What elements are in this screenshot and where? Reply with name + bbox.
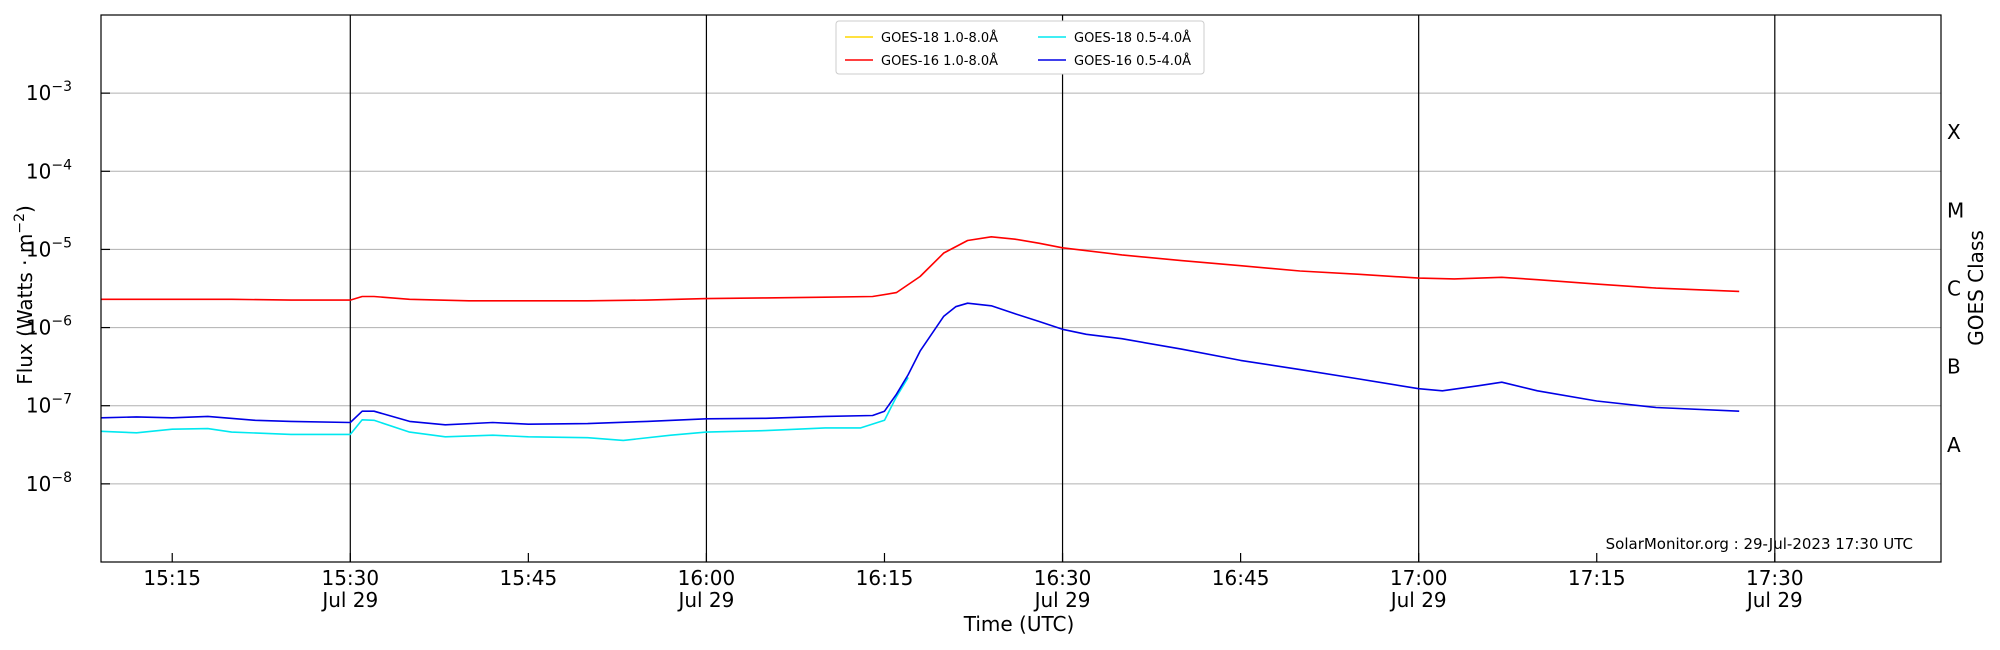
x-tick-date-label: Jul 29: [1033, 588, 1091, 612]
x-tick-date-label: Jul 29: [1745, 588, 1803, 612]
goes-class-labels: X M C B A: [1947, 120, 1964, 457]
series-line: [100, 376, 909, 442]
x-tick-label: 17:00: [1390, 566, 1448, 590]
legend-label: GOES-16 1.0-8.0Å: [881, 53, 998, 69]
x-tick-date-label: Jul 29: [1389, 588, 1447, 612]
series-line: [101, 236, 1740, 302]
y-axis-title-end: ): [13, 205, 37, 213]
source-annotation: SolarMonitor.org : 29-Jul-2023 17:30 UTC: [1606, 535, 1913, 553]
y-axis-title-main: Flux (Watts · m: [13, 234, 37, 385]
x-tick-date-label: Jul 29: [320, 588, 378, 612]
x-axis-title: Time (UTC): [963, 612, 1075, 636]
legend-label: GOES-18 0.5-4.0Å: [1074, 30, 1191, 46]
x-tick-label: 17:30: [1746, 566, 1804, 590]
goes-class-label: A: [1947, 433, 1961, 457]
y-tick-label: 10−7: [26, 392, 72, 418]
x-tick-label: 15:45: [500, 566, 558, 590]
grid-lines: [101, 92, 1941, 485]
y-tick-label: 10−6: [26, 314, 72, 340]
legend: GOES-18 1.0-8.0Å GOES-16 1.0-8.0Å GOES-18 …: [835, 20, 1205, 75]
x-tick-date-label: Jul 29: [676, 588, 734, 612]
plot-frame: [100, 14, 1942, 563]
x-tick-label: 16:00: [678, 566, 736, 590]
y-tick-label: 10−3: [26, 79, 72, 105]
y-axis-title: Flux (Watts · m−2): [12, 205, 37, 385]
y-axis-title-exponent: −2: [12, 213, 28, 234]
x-tick-label: 16:30: [1034, 566, 1092, 590]
x-tick-label: 15:15: [143, 566, 201, 590]
y-axis-ticks: 10−3 10−4 10−5 10−6 10−7 10−8: [26, 79, 110, 496]
x-tick-label: 16:45: [1212, 566, 1270, 590]
goes-class-label: M: [1947, 198, 1964, 222]
goes-class-axis-title: GOES Class: [1964, 230, 1988, 346]
goes-class-label: X: [1947, 120, 1961, 144]
x-tick-label: 17:15: [1568, 566, 1626, 590]
y-tick-label: 10−5: [26, 235, 72, 261]
x-tick-label: 15:30: [321, 566, 379, 590]
goes-class-label: C: [1947, 277, 1961, 301]
series-lines: [100, 236, 1740, 442]
legend-label: GOES-18 1.0-8.0Å: [881, 30, 998, 46]
legend-label: GOES-16 0.5-4.0Å: [1074, 53, 1191, 69]
y-tick-label: 10−4: [26, 157, 72, 183]
y-tick-label: 10−8: [26, 470, 72, 496]
series-line: [100, 302, 1740, 426]
goes-class-label: B: [1947, 355, 1961, 379]
legend-box: [835, 20, 1205, 75]
vertical-day-lines: [349, 15, 1776, 562]
x-tick-label: 16:15: [856, 566, 914, 590]
